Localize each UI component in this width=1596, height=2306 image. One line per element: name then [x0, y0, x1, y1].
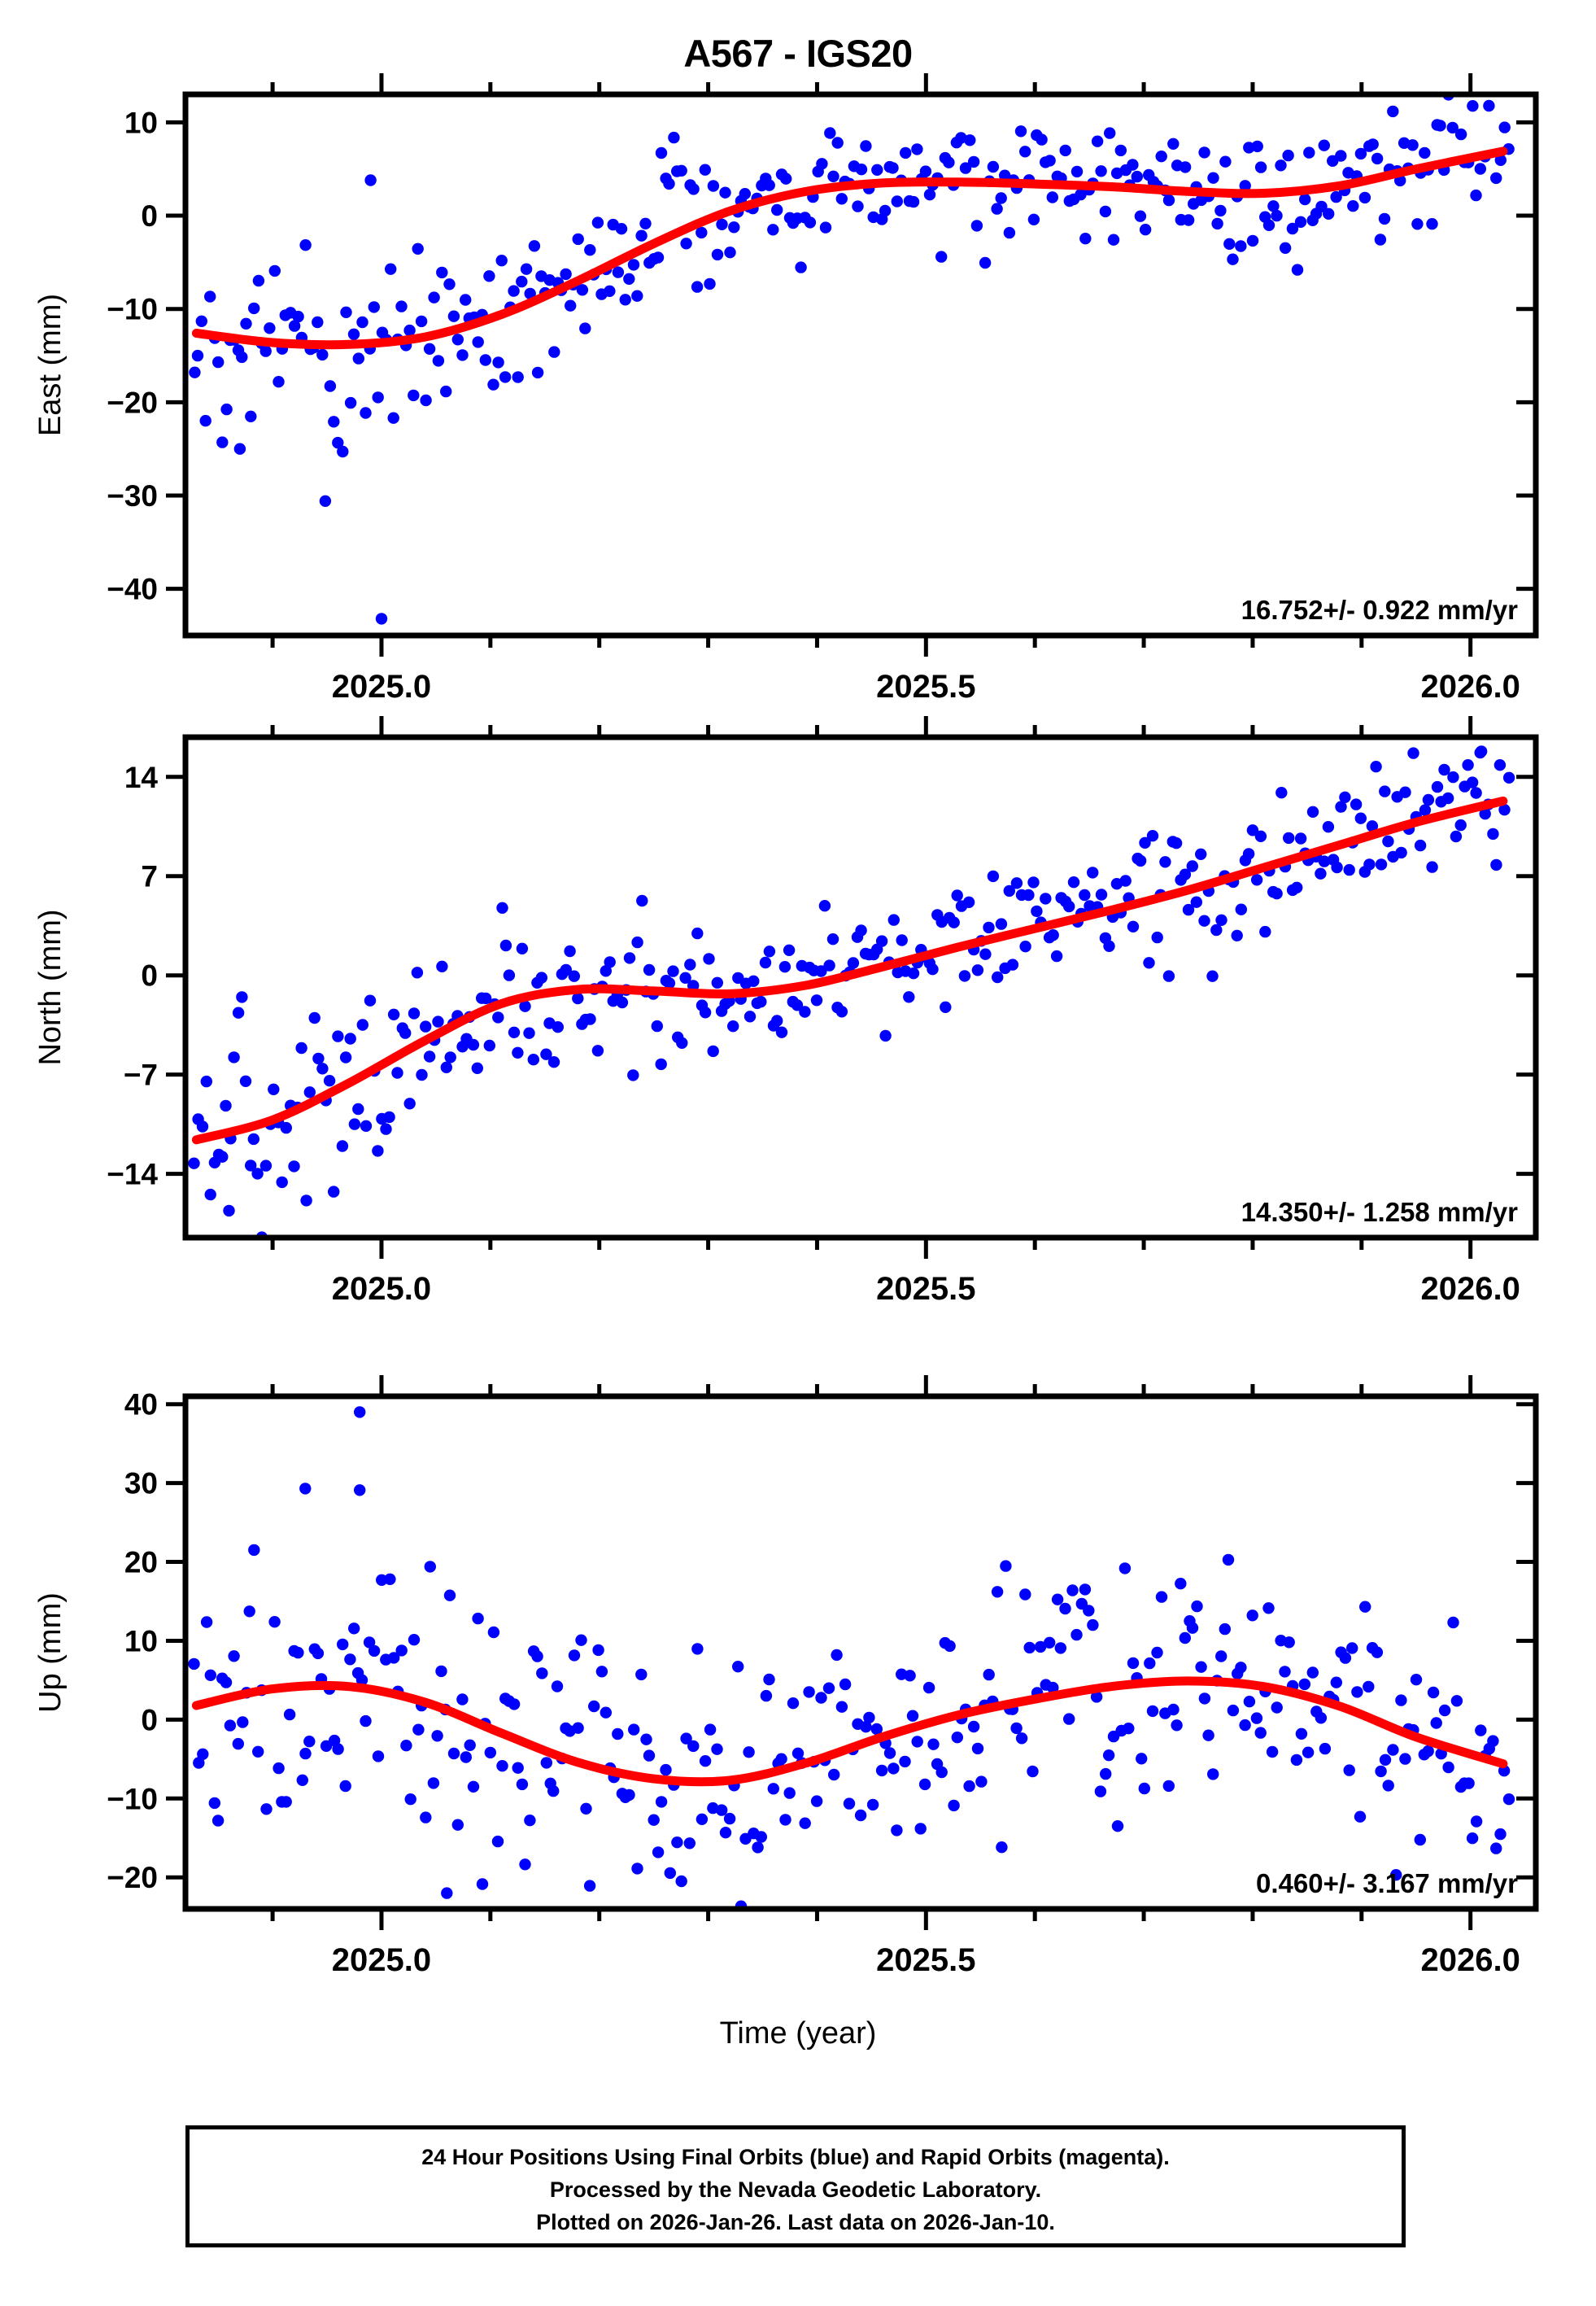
y-ticks-north: 14 7 0 −7 −14: [107, 761, 1536, 1191]
x-axis-title: Time (year): [719, 2016, 877, 2051]
y-tick-label: −20: [107, 386, 158, 419]
page-title: A567 - IGS20: [683, 32, 913, 75]
y-tick-label: 0: [141, 199, 158, 233]
scatter-points-up: [188, 1406, 1515, 1909]
x-tick-label: 2025.5: [876, 669, 975, 705]
y-tick-label: 30: [124, 1467, 158, 1500]
trend-line-east: [191, 146, 1508, 350]
plot-frame-east: [182, 91, 1539, 639]
trend-line-up: [191, 1676, 1508, 1787]
y-tick-label: −40: [107, 573, 158, 606]
plot-frame-north: [182, 734, 1539, 1241]
y-tick-label: 7: [141, 860, 158, 893]
x-ticks-north: [270, 716, 1473, 1259]
data-layer-up: [188, 1406, 1515, 1909]
y-tick-label: 20: [124, 1546, 158, 1579]
x-tick-label: 2026.0: [1421, 1271, 1520, 1307]
x-tick-label: 2025.5: [876, 1271, 975, 1307]
y-tick-label: 10: [124, 1624, 158, 1657]
x-ticks-up: [270, 1375, 1473, 1930]
y-ticks-up: 40 30 20 10 0 −10 −20: [107, 1388, 1536, 1894]
trend-line-north: [191, 796, 1508, 1145]
y-tick-label: −10: [107, 293, 158, 326]
x-tick-label: 2026.0: [1421, 669, 1520, 705]
x-tick-labels-east: 2025.0 2025.5 2026.0: [332, 669, 1520, 705]
data-layer-north: [188, 745, 1515, 1238]
footer-line-2: Processed by the Nevada Geodetic Laborat…: [549, 2177, 1042, 2202]
panel-east: 10 0 −10 −20 −30 −40 2025.0 2025.5 2026.0 East (m…: [0, 73, 1596, 712]
x-tick-labels-north: 2025.0 2025.5 2026.0: [332, 1271, 1520, 1307]
x-tick-label: 2025.0: [332, 669, 431, 705]
y-tick-label: −10: [107, 1782, 158, 1815]
plot-frame-up: [182, 1393, 1539, 1912]
x-tick-label: 2025.0: [332, 1271, 431, 1307]
y-tick-label: −7: [124, 1059, 158, 1092]
data-layer-east: [189, 94, 1515, 625]
y-tick-label: 10: [124, 106, 158, 139]
panel-up-canvas: 40 30 20 10 0 −10 −20 2025.0 2025.5 2026.0 Up (mm)…: [33, 1375, 1539, 1978]
panel-east-canvas: 10 0 −10 −20 −30 −40 2025.0 2025.5 2026.0 East (m…: [33, 73, 1539, 705]
x-ticks-east: [270, 73, 1473, 657]
y-tick-label: 14: [124, 761, 159, 794]
x-tick-labels-up: 2025.0 2025.5 2026.0: [332, 1942, 1520, 1978]
y-tick-label: −14: [107, 1158, 158, 1191]
x-tick-label: 2025.0: [332, 1942, 431, 1978]
panel-up: 40 30 20 10 0 −10 −20 2025.0 2025.5 2026.0 Up (mm)…: [0, 1375, 1596, 1985]
x-tick-label: 2025.5: [876, 1942, 975, 1978]
y-tick-label: −30: [107, 479, 158, 513]
rate-annotation-north: 14.350+/- 1.258 mm/yr: [1241, 1197, 1518, 1227]
y-tick-label: −20: [107, 1861, 158, 1894]
scatter-points-east: [189, 94, 1515, 625]
rate-annotation-east: 16.752+/- 0.922 mm/yr: [1241, 595, 1518, 625]
y-axis-title-north: North (mm): [33, 909, 68, 1065]
y-axis-title-east: East (mm): [33, 294, 68, 436]
footer-note-box: 24 Hour Positions Using Final Orbits (bl…: [185, 2125, 1406, 2247]
panel-north: 14 7 0 −7 −14 2025.0 2025.5 2026.0 North (mm) 14.…: [0, 716, 1596, 1314]
y-axis-title-up: Up (mm): [33, 1592, 68, 1713]
panel-north-canvas: 14 7 0 −7 −14 2025.0 2025.5 2026.0 North (mm) 14.…: [33, 716, 1539, 1307]
footer-line-3: Plotted on 2026-Jan-26. Last data on 202…: [536, 2210, 1055, 2234]
y-tick-label: 0: [141, 959, 158, 993]
y-ticks-east: 10 0 −10 −20 −30 −40: [107, 106, 1536, 606]
y-tick-label: 40: [124, 1388, 158, 1422]
x-tick-label: 2026.0: [1421, 1942, 1520, 1978]
rate-annotation-up: 0.460+/- 3.167 mm/yr: [1256, 1868, 1518, 1898]
y-tick-label: 0: [141, 1703, 158, 1736]
footer-line-1: 24 Hour Positions Using Final Orbits (bl…: [421, 2145, 1170, 2169]
